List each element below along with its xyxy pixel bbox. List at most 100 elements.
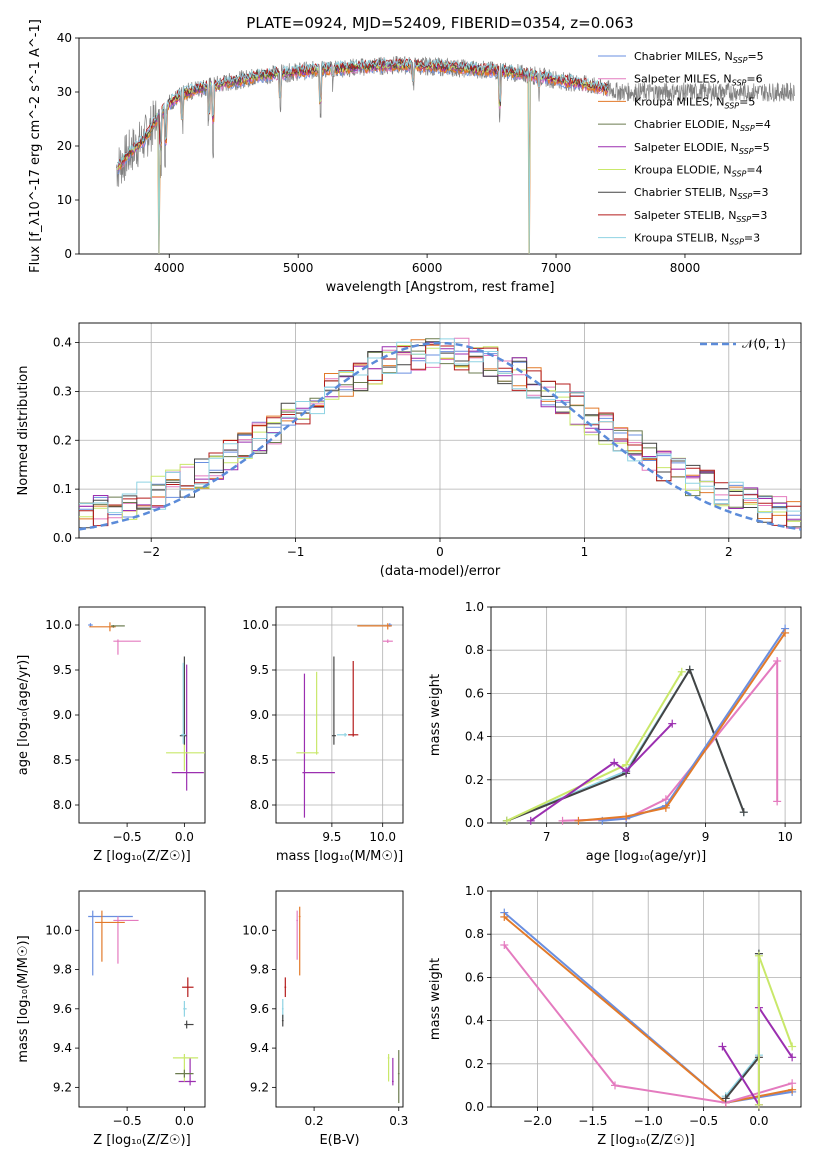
axes-frame: [275, 890, 404, 1108]
weight-line-kroupa-elodie: [757, 955, 794, 1105]
y-tick-label: 0.2: [465, 1057, 484, 1071]
residual-histogram-kroupa-stelib: [79, 338, 801, 514]
x-tick-label: 9.5: [322, 830, 341, 844]
x-tick-label: 0.0: [175, 830, 194, 844]
x-tick-label: −0.5: [113, 830, 142, 844]
x-tick-label: −0.5: [113, 1114, 142, 1128]
legend-label: Kroupa STELIB, NSSP=3: [634, 232, 760, 247]
legend-label-tail: =3: [751, 209, 767, 222]
y-tick-label: 0.8: [465, 927, 484, 941]
x-tick-label: 4000: [154, 261, 185, 275]
legend-label: Chabrier ELODIE, NSSP=4: [634, 118, 771, 133]
x-tick-label: 0.0: [175, 1114, 194, 1128]
y-tick-label: 9.4: [250, 1041, 269, 1055]
y-tick-label: 9.0: [53, 708, 72, 722]
legend-label-tail: =4: [746, 164, 762, 177]
legend-label: Chabrier STELIB, NSSP=3: [634, 186, 768, 201]
legend-label-sub: SSP: [732, 170, 747, 179]
axes-frame: [78, 37, 802, 255]
y-tick-label: 0.0: [465, 1100, 484, 1114]
y-axis-label: mass [log₁₀(M/M☉)]: [16, 935, 31, 1062]
x-axis-label: Z [log₁₀(Z/Z☉)]: [93, 849, 190, 864]
axes-age_vs_Z: −0.5 0.0 8.0 8.5 9.0 9.5 10.0 Z [log₁₀(Z/Z☉)] ag…: [16, 606, 206, 864]
y-tick-label: 0.4: [465, 730, 484, 744]
y-tick-label: 40: [57, 31, 72, 45]
x-tick-label: 0.2: [305, 1114, 324, 1128]
axes-age_vs_mass: 9.5 10.0 8.0 8.5 9.0 9.5 10.0 mass [log₁₀(M/M☉)…: [242, 606, 404, 864]
legend-label: Salpeter ELODIE, NSSP=5: [634, 141, 770, 156]
legend-item: Chabrier MILES, NSSP=5: [598, 50, 764, 65]
errorbar-plot: [88, 910, 199, 1086]
y-tick-label: 0.1: [53, 482, 72, 496]
legend-label-text: Kroupa ELODIE, N: [634, 164, 732, 177]
x-tick-label: −1.5: [578, 1114, 607, 1128]
y-tick-label: 8.5: [53, 753, 72, 767]
y-tick-label: 0.6: [465, 686, 484, 700]
legend-label-sub: SSP: [738, 192, 753, 201]
y-tick-label: 10: [57, 193, 72, 207]
legend-label-sub: SSP: [736, 215, 751, 224]
legend-label-sub: SSP: [729, 238, 744, 247]
x-tick-label: −0.5: [689, 1114, 718, 1128]
y-tick-label: 9.6: [250, 1002, 269, 1016]
legend-label-sub: SSP: [732, 79, 747, 88]
axes-frame: [490, 606, 802, 824]
x-tick-label: −1: [287, 545, 305, 559]
legend-item: Kroupa STELIB, NSSP=3: [598, 232, 760, 247]
weight-line-kroupa-stelib: [724, 953, 760, 1097]
legend-label-tail: =4: [755, 118, 771, 131]
legend-item: Kroupa MILES, NSSP=5: [598, 95, 755, 110]
x-tick-label: 6000: [412, 261, 443, 275]
y-axis-label: age [log₁₀(age/yr)]: [16, 655, 31, 776]
y-tick-label: 20: [57, 139, 72, 153]
x-axis-label: wavelength [Angstrom, rest frame]: [326, 280, 555, 295]
y-tick-label: 0.2: [53, 433, 72, 447]
legend-label-text: Salpeter STELIB, N: [634, 209, 736, 222]
x-tick-label: 7: [543, 830, 551, 844]
y-axis-label: Normed distribution: [16, 366, 31, 496]
x-tick-label: 0: [436, 545, 444, 559]
x-tick-label: 9: [702, 830, 710, 844]
spectrum-plot: [116, 55, 795, 254]
weight-line-chabrier-miles: [602, 628, 786, 822]
residuals-plot: [79, 337, 801, 531]
x-tick-label: 10: [777, 830, 792, 844]
axes-frame: [78, 322, 802, 539]
legend-label-sub: SSP: [739, 147, 754, 156]
legend-label-text: Salpeter MILES, N: [634, 73, 732, 86]
legend-label-text: Salpeter ELODIE, N: [634, 141, 739, 154]
model-spectrum-chabrier-elodie: [117, 61, 531, 169]
x-tick-label: −2: [142, 545, 160, 559]
y-tick-label: 0.0: [53, 531, 72, 545]
y-tick-label: 0: [64, 247, 72, 261]
legend-label-tail: =3: [744, 232, 760, 245]
y-tick-label: 1.0: [465, 600, 484, 614]
legend-label-text: Chabrier MILES, N: [634, 50, 733, 63]
model-spectrum-kroupa-stelib: [117, 57, 608, 254]
y-tick-label: 8.5: [250, 753, 269, 767]
x-tick-label: 7000: [541, 261, 572, 275]
legend-label-sub: SSP: [733, 56, 748, 65]
x-tick-label: 5000: [283, 261, 314, 275]
legend-label-text: Chabrier ELODIE, N: [634, 118, 740, 131]
x-axis-label: Z [log₁₀(Z/Z☉)]: [597, 1133, 694, 1148]
legend-label: Kroupa MILES, NSSP=5: [634, 95, 755, 110]
y-axis-label: Flux [f_λ10^-17 erg cm^-2 s^-1 A^-1]: [28, 19, 43, 273]
y-tick-label: 0.8: [465, 643, 484, 657]
y-tick-label: 0.2: [465, 773, 484, 787]
y-axis-label: mass weight: [428, 958, 443, 1040]
x-tick-label: 0.3: [389, 1114, 408, 1128]
legend-label-tail: =3: [752, 186, 768, 199]
legend-label: Salpeter STELIB, NSSP=3: [634, 209, 767, 224]
x-tick-label: 8000: [670, 261, 701, 275]
legend-label-tail: =6: [746, 73, 762, 86]
y-axis-label: mass weight: [428, 674, 443, 756]
normal-distribution-curve: [79, 341, 801, 531]
y-tick-label: 30: [57, 85, 72, 99]
weight-line-kroupa-elodie: [506, 671, 683, 822]
y-tick-label: 9.2: [53, 1080, 72, 1094]
x-axis-label: mass [log₁₀(M/M☉)]: [276, 849, 403, 864]
legend-item: Salpeter STELIB, NSSP=3: [598, 209, 767, 224]
axes-mass_vs_Z: −0.5 0.0 9.2 9.4 9.6 9.8 10.0 Z [log₁₀(Z/Z☉)] ma…: [16, 890, 206, 1148]
